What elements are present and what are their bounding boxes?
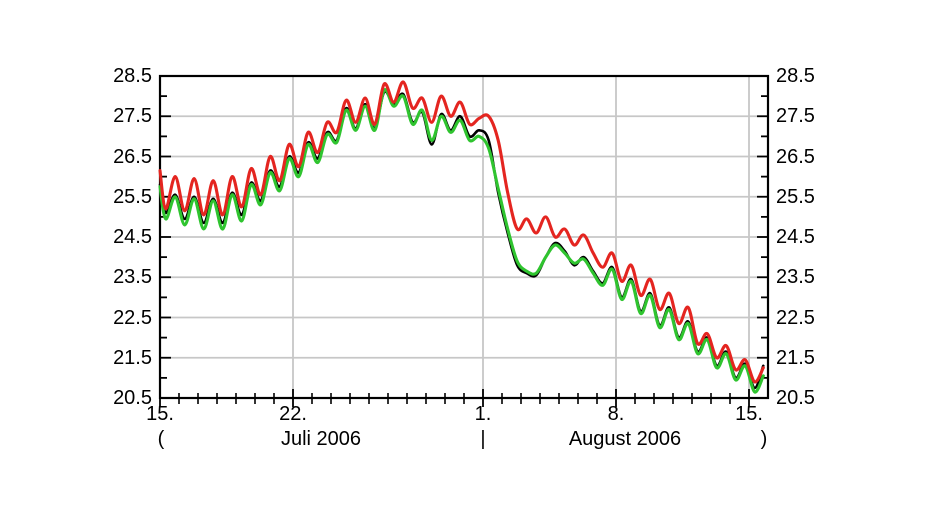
x-tick-label: 15. — [735, 403, 763, 425]
y-tick-label-left: 20.5 — [113, 387, 152, 409]
y-tick-label-left: 24.5 — [113, 226, 152, 248]
series-line-green — [158, 88, 765, 394]
y-tick-label-right: 24.5 — [776, 226, 815, 248]
y-tick-label-left: 28.5 — [113, 65, 152, 87]
plot-border — [158, 74, 770, 400]
y-tick-label-left: 22.5 — [113, 306, 152, 329]
series-line-red — [158, 80, 765, 384]
x-tick-label: 8. — [607, 403, 625, 425]
y-tick-label-right: 26.5 — [776, 145, 815, 168]
y-tick-label-left: 25.5 — [113, 185, 152, 208]
x-axis-open-bracket: ( — [157, 428, 165, 450]
month-separator: | — [480, 428, 486, 450]
x-axis-close-bracket: ) — [760, 428, 768, 450]
y-tick-label-right: 23.5 — [776, 266, 815, 289]
y-tick-label-right: 22.5 — [776, 306, 815, 329]
y-tick-label-right: 27.5 — [776, 105, 815, 128]
y-tick-label-left: 27.5 — [113, 105, 152, 128]
month-label-july: Juli 2006 — [280, 428, 362, 450]
y-tick-label-right: 25.5 — [776, 185, 815, 208]
y-tick-label-left: 26.5 — [113, 145, 152, 168]
month-label-august: August 2006 — [568, 428, 682, 450]
y-tick-label-left: 21.5 — [113, 346, 152, 369]
x-tick-label: 22. — [279, 403, 307, 425]
y-tick-label-right: 21.5 — [776, 346, 815, 369]
series-line-black — [158, 90, 765, 390]
y-tick-label-right: 20.5 — [776, 387, 815, 409]
y-tick-label-right: 28.5 — [776, 65, 815, 87]
x-tick-label: 1. — [474, 403, 492, 425]
y-tick-label-left: 23.5 — [113, 266, 152, 289]
x-tick-label: 15. — [146, 403, 174, 425]
